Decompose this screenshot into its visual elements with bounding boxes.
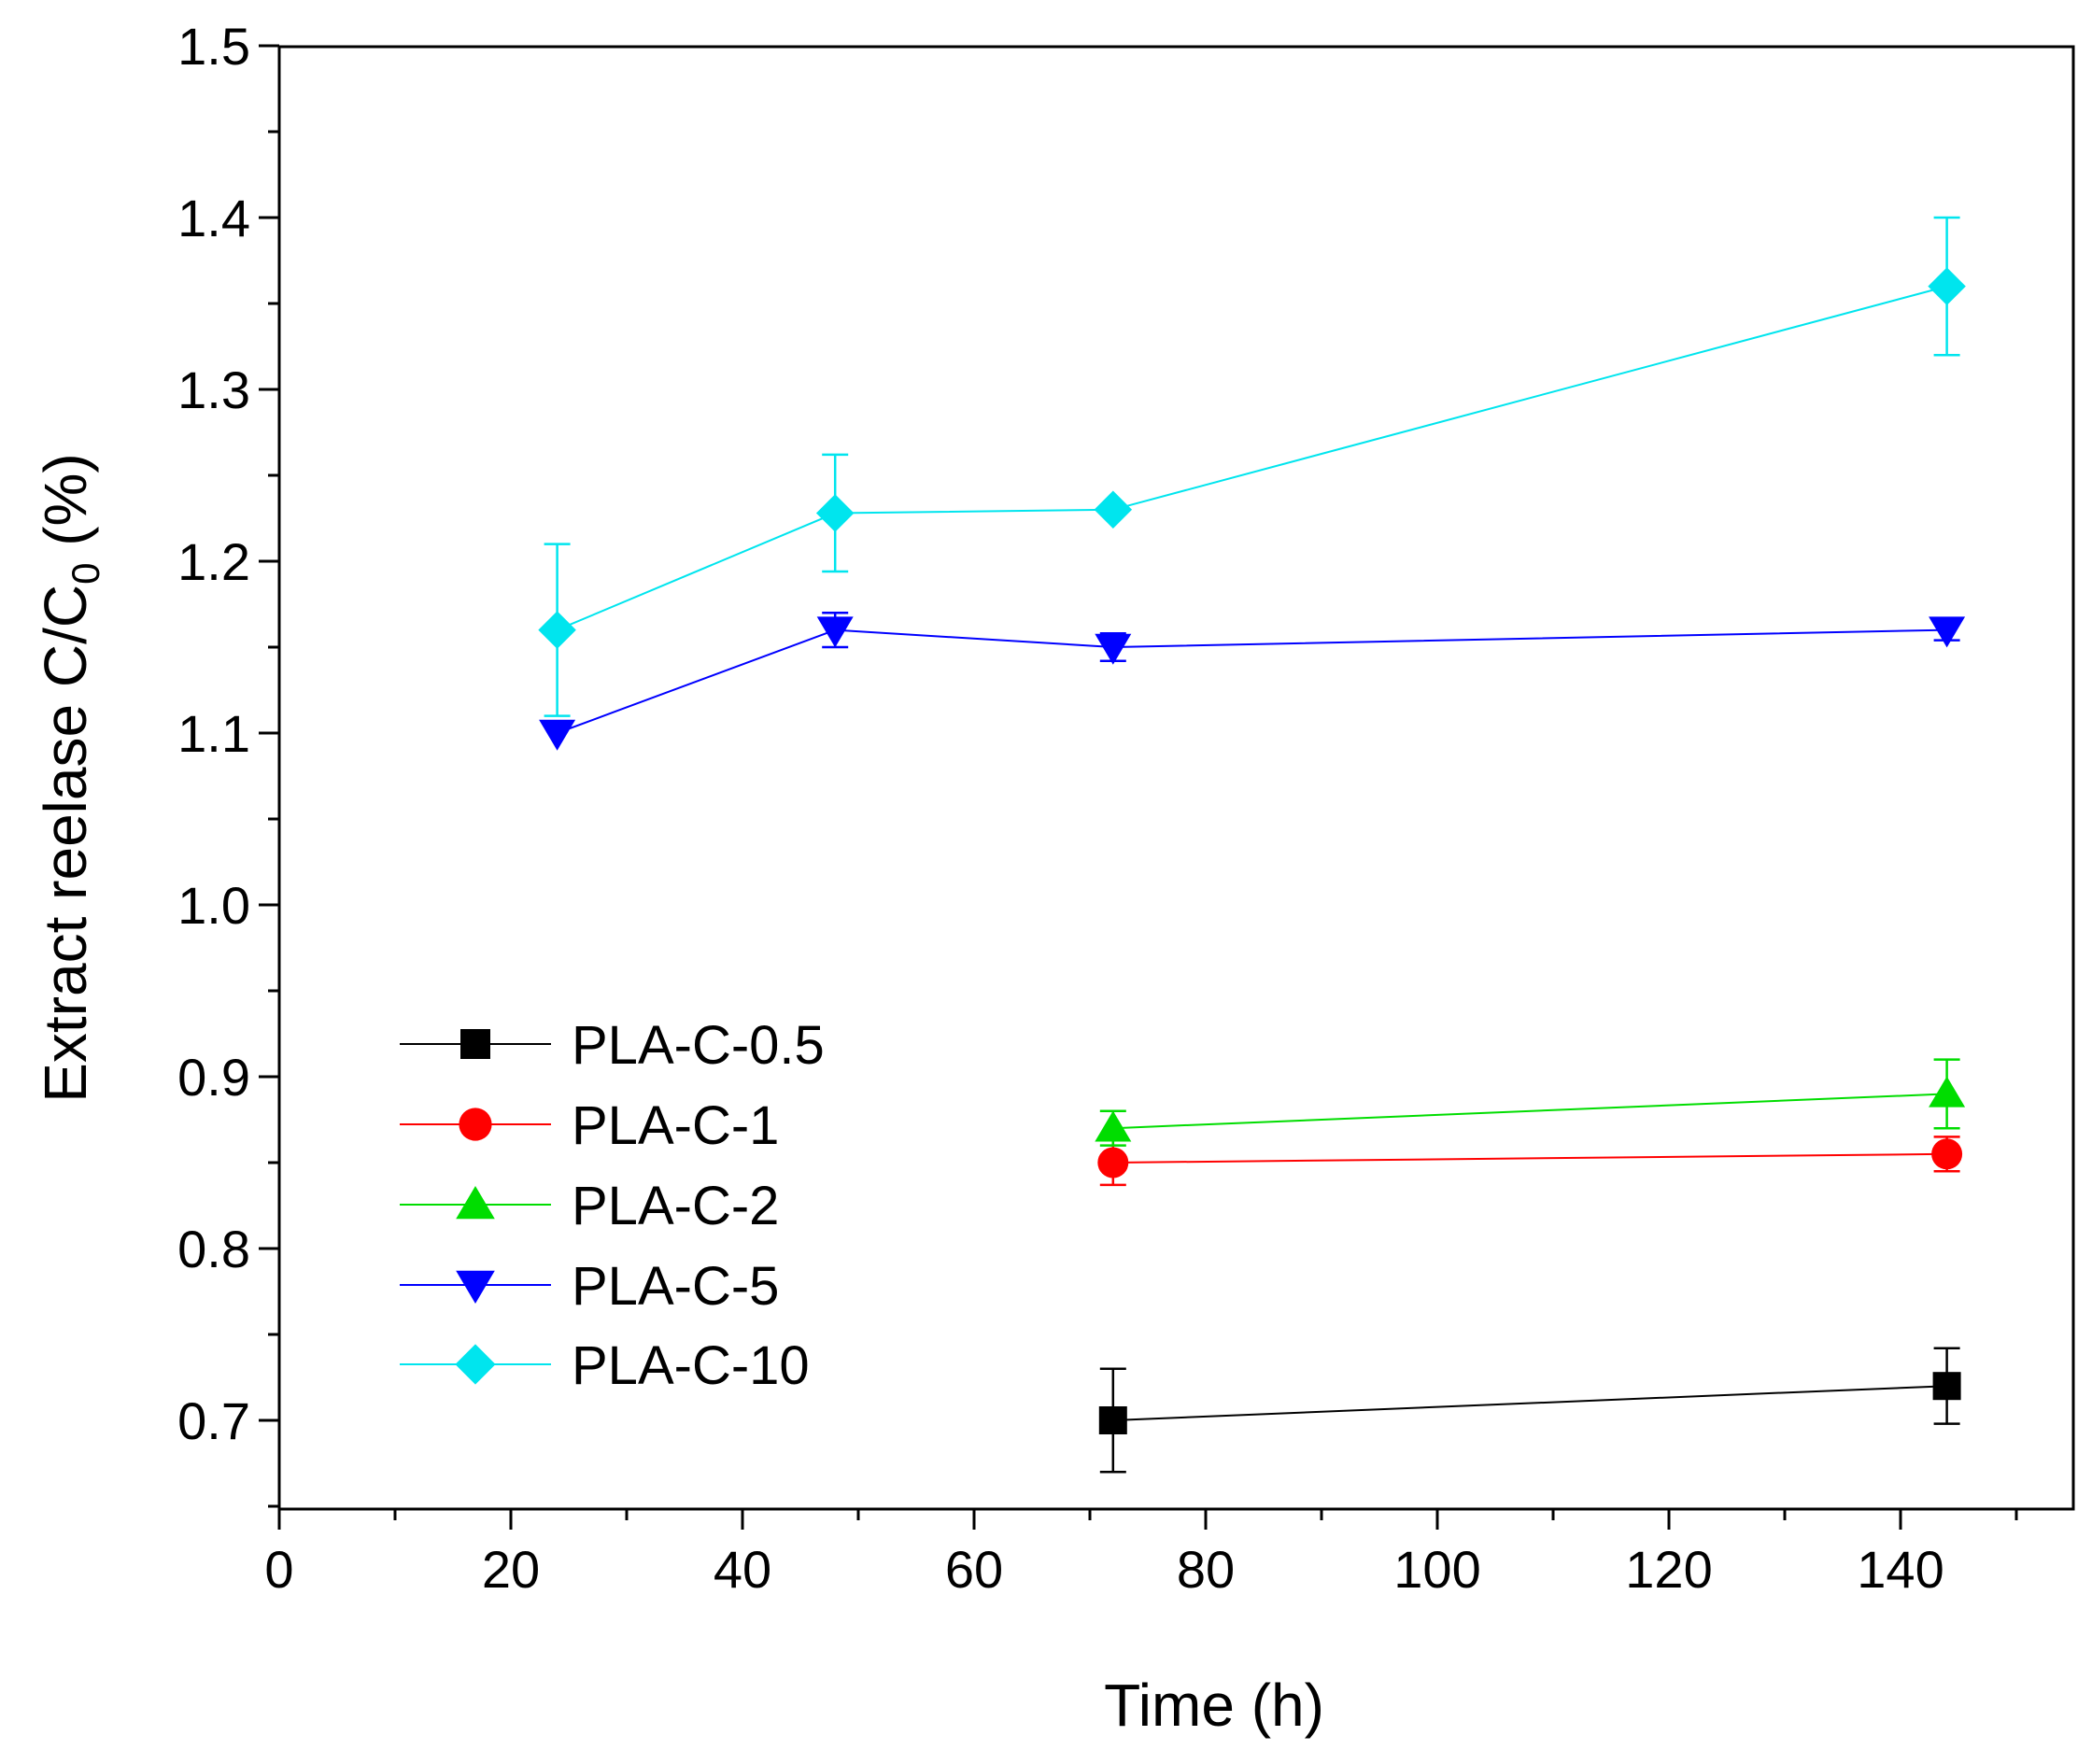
data-point: [539, 719, 576, 751]
series-line: [1112, 1093, 1947, 1130]
legend-label: PLA-C-5: [572, 1256, 779, 1317]
y-tick-label: 1.2: [177, 532, 250, 591]
data-point: [1097, 1147, 1129, 1178]
legend-item: PLA-C-5: [400, 1256, 779, 1317]
y-tick-label: 1.5: [177, 17, 250, 76]
y-tick-label: 0.9: [177, 1048, 250, 1107]
x-tick-label: 20: [482, 1540, 540, 1599]
y-axis-label-main: Extract reelase C/C: [32, 585, 99, 1103]
y-tick-label: 1.0: [177, 876, 250, 935]
legend-marker: [456, 1270, 495, 1304]
legend-label: PLA-C-10: [572, 1335, 810, 1396]
legend-item: PLA-C-1: [400, 1095, 779, 1156]
series-PLA-C-5: [539, 611, 1966, 751]
y-tick-label: 0.8: [177, 1220, 250, 1278]
legend-item: PLA-C-10: [400, 1335, 810, 1396]
plot-frame: [277, 45, 2075, 1511]
data-point: [1929, 1076, 1966, 1108]
data-point: [815, 494, 855, 532]
y-axis-label-suffix: (%): [32, 453, 99, 562]
data-point: [1098, 1406, 1127, 1434]
legend-label: PLA-C-1: [572, 1095, 779, 1156]
x-tick-label: 0: [264, 1540, 293, 1599]
data-point: [1929, 616, 1966, 648]
y-axis-label: Extract reelase C/C0 (%): [32, 453, 107, 1103]
axis-ticks: [259, 44, 2018, 1530]
x-axis-label: Time (h): [1104, 1672, 1324, 1739]
y-tick-label: 1.3: [177, 360, 250, 419]
series-line: [1112, 1152, 1947, 1164]
x-tick-label: 80: [1177, 1540, 1235, 1599]
legend-label: PLA-C-2: [572, 1176, 779, 1236]
data-point: [1932, 1372, 1961, 1401]
y-tick-labels: 0.7 0.8 0.9 1.0 1.1 1.2 1.3 1.4 1.5: [177, 17, 250, 1450]
data-point: [816, 616, 854, 648]
legend: PLA-C-0.5 PLA-C-1 PLA-C-2 PLA-C-5 PLA-C-10: [400, 1015, 825, 1396]
legend-item: PLA-C-0.5: [400, 1015, 825, 1076]
y-tick-label: 0.7: [177, 1391, 250, 1450]
legend-marker: [460, 1029, 490, 1059]
data-point: [1095, 633, 1132, 665]
data-point: [1094, 490, 1133, 529]
data-point: [1931, 1138, 1963, 1170]
x-tick-label: 40: [714, 1540, 771, 1599]
data-point: [538, 611, 576, 649]
series-PLA-C-2: [1095, 1058, 1966, 1147]
y-axis-label-subscript: 0: [64, 563, 107, 585]
data-point: [1095, 1110, 1132, 1142]
x-tick-label: 60: [945, 1540, 1003, 1599]
x-tick-label: 100: [1393, 1540, 1480, 1599]
legend-marker: [459, 1108, 492, 1141]
x-tick-label: 120: [1625, 1540, 1712, 1599]
series-layer: [538, 216, 1966, 1474]
y-tick-label: 1.4: [177, 189, 250, 247]
legend-marker: [455, 1344, 496, 1385]
data-point: [1928, 267, 1966, 305]
x-tick-labels: 0 20 40 60 80 100 120 140: [264, 1540, 1944, 1599]
series-line: [557, 285, 1947, 631]
series-PLA-C-1: [1097, 1136, 1963, 1187]
series-line: [1112, 1385, 1947, 1421]
x-tick-label: 140: [1857, 1540, 1944, 1599]
series-PLA-C-0.5: [1098, 1347, 1961, 1474]
series-PLA-C-10: [538, 216, 1966, 717]
legend-marker: [456, 1186, 495, 1220]
legend-item: PLA-C-2: [400, 1176, 779, 1236]
y-tick-label: 1.1: [177, 704, 250, 763]
legend-label: PLA-C-0.5: [572, 1015, 825, 1076]
series-line: [557, 628, 1947, 734]
